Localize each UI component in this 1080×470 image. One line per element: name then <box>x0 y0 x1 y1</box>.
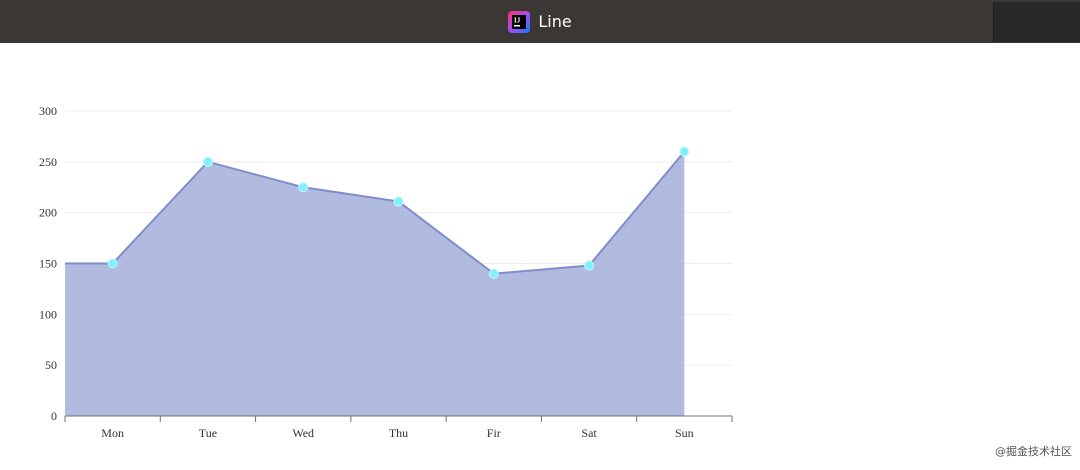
data-point <box>203 157 212 166</box>
y-tick-label: 200 <box>39 206 57 220</box>
x-tick-label: Mon <box>101 426 124 440</box>
x-tick-label: Fir <box>487 426 501 440</box>
y-tick-label: 150 <box>39 257 57 271</box>
series <box>65 147 689 416</box>
y-tick-label: 0 <box>51 409 57 423</box>
y-tick-label: 250 <box>39 155 57 169</box>
axes <box>65 416 732 422</box>
y-tick-label: 300 <box>39 104 57 118</box>
x-tick-label: Sat <box>581 426 597 440</box>
area-fill <box>65 152 684 416</box>
x-tick-label: Wed <box>292 426 314 440</box>
x-tick-label: Thu <box>389 426 408 440</box>
data-point <box>680 147 689 156</box>
y-tick-label: 100 <box>39 307 57 321</box>
window-title-text: Line <box>538 12 571 31</box>
intellij-idea-icon: IJ <box>508 11 530 33</box>
x-tick-label: Tue <box>199 426 217 440</box>
data-point <box>108 259 117 268</box>
chart-area: 0 50 100 150 200 250 300 Mon Tue Wed Thu Fir Sat Sun <box>0 43 1080 465</box>
data-point <box>394 197 403 206</box>
title-bar-right-panel <box>993 2 1080 42</box>
svg-text:IJ: IJ <box>514 16 521 24</box>
data-point <box>299 183 308 192</box>
y-tick-label: 50 <box>45 358 57 372</box>
data-point <box>489 269 498 278</box>
x-tick-label: Sun <box>675 426 694 440</box>
line-chart: 0 50 100 150 200 250 300 Mon Tue Wed Thu Fir Sat Sun <box>0 43 1080 465</box>
title-bar: IJ Line <box>0 0 1080 43</box>
watermark: @掘金技术社区 <box>995 443 1072 459</box>
data-point <box>585 261 594 270</box>
window-title: IJ Line <box>0 0 1080 43</box>
